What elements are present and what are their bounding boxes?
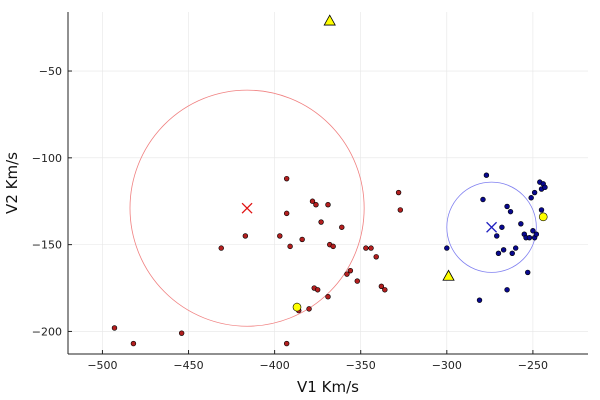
red-data-point [283,210,290,217]
blue-data-point [525,269,531,276]
blue-data-point [494,233,500,239]
blue-data-point [526,234,533,241]
red-data-point [397,207,404,213]
red-data-point [363,245,369,251]
blue-data-point [476,297,483,303]
red-data-point [325,202,331,208]
red-data-point [373,254,379,260]
x-tick-label: −300 [432,359,462,372]
red-data-point [330,243,336,250]
red-data-point [277,233,283,239]
red-cluster-center-marker [241,202,253,214]
blue-data-point [518,221,524,227]
blue-data-point [538,207,545,213]
red-data-point [283,175,290,182]
red-data-point [299,236,305,243]
red-data-point [130,340,137,347]
blue-data-point [507,208,514,215]
y-tick-label: −200 [32,325,62,338]
red-data-point [395,189,402,196]
red-data-point [306,306,312,312]
blue-data-point [499,224,505,230]
red-data-point [368,245,374,251]
blue-cluster-center-marker [486,221,498,233]
red-data-point [313,202,319,208]
red-data-point [344,271,350,277]
cluster-circles [129,89,537,327]
red-data-point [314,287,321,293]
blue-data-point [542,184,548,191]
x-tick-label: −350 [346,359,376,372]
x-tick-label: −250 [518,359,548,372]
highlight-triangle-point [442,269,455,281]
blue-data-point [483,172,490,178]
blue-cluster-circle [446,181,537,273]
red-data-point [354,278,360,284]
y-tick-label: −50 [39,65,62,78]
x-tick-label: −400 [260,359,290,372]
x-tick-label: −450 [173,359,203,372]
red-data-point [283,340,290,347]
blue-data-point [533,231,540,237]
x-tick-label: −500 [87,359,117,372]
red-data-point [178,330,185,336]
red-data-point [287,243,293,250]
blue-data-point [504,287,510,293]
blue-data-point [530,228,536,234]
red-cluster-circle [129,89,365,327]
blue-data-point [528,195,534,201]
blue-data-point [500,247,507,253]
y-axis-label: V2 Km/s [3,152,21,214]
red-data-point [339,224,345,230]
highlight-data-point [292,302,302,312]
blue-data-point [444,245,450,251]
axes [67,12,588,355]
red-data-point [111,325,118,331]
grid-lines [68,12,588,354]
red-data-point [382,287,388,293]
red-data-point [309,198,316,204]
blue-data-point [504,203,510,210]
red-data-point [325,294,331,300]
tick-labels: −500 −450 −400 −350 −300 −250 −200 −150 −100 −50 [32,65,548,372]
blue-data-point [480,196,486,203]
red-data-point [218,245,224,251]
x-axis-label: V1 Km/s [297,378,359,396]
highlight-data-point [538,212,548,222]
blue-data-point [531,189,538,196]
red-data-point [347,267,354,274]
red-data-point [378,283,385,289]
y-tick-label: −100 [32,152,62,165]
red-data-point [318,219,324,225]
data-points [111,14,548,347]
blue-data-point [509,250,515,257]
blue-data-point [512,245,519,251]
highlight-triangle-point [323,14,336,26]
y-tick-label: −150 [32,239,62,252]
blue-data-point [495,250,502,257]
red-data-point [242,233,249,239]
